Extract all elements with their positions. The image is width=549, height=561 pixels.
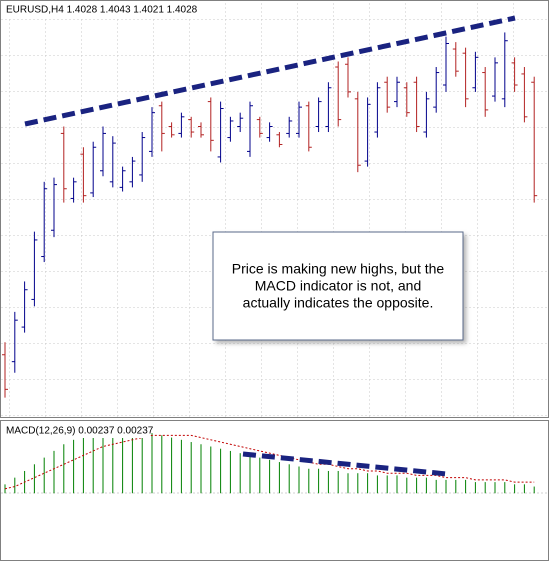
annotation-line: Price is making new highs, but the: [232, 261, 445, 277]
macd-panel: [0, 420, 549, 561]
macd-title: MACD(12,26,9) 0.00237 0.00237: [6, 426, 154, 437]
price-trendline: [24, 15, 516, 127]
macd-header-bg: [4, 424, 150, 438]
macd-trendline: [242, 451, 448, 477]
annotation-box: [212, 231, 464, 341]
annotation-line: actually indicates the opposite.: [243, 295, 434, 311]
marks: [2, 32, 538, 494]
price-title: EURUSD,H4 1.4028 1.4043 1.4021 1.4028: [6, 5, 198, 16]
annotation-line: MACD indicator is not, and: [255, 278, 422, 294]
signal-line: [4, 434, 535, 490]
price-panel: [0, 0, 549, 418]
header-bg: [4, 3, 194, 17]
